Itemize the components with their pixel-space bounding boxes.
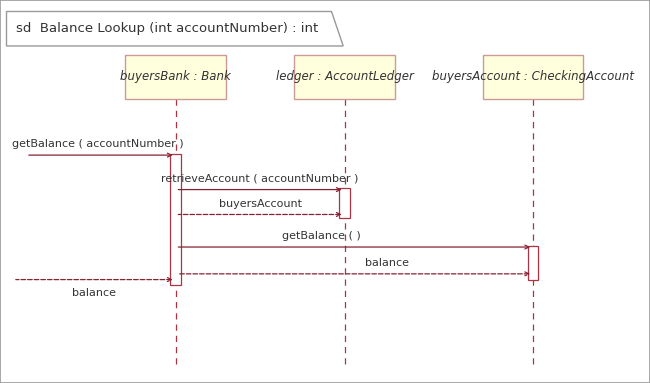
- Text: sd  Balance Lookup (int accountNumber) : int: sd Balance Lookup (int accountNumber) : …: [16, 22, 318, 35]
- Bar: [482, 54, 584, 98]
- Text: getBalance ( ): getBalance ( ): [282, 231, 361, 241]
- Text: balance: balance: [365, 258, 409, 268]
- Text: buyersBank : Bank: buyersBank : Bank: [120, 70, 231, 83]
- Bar: [294, 54, 395, 98]
- Text: balance: balance: [72, 288, 116, 298]
- Bar: [339, 188, 350, 218]
- Text: getBalance ( accountNumber ): getBalance ( accountNumber ): [12, 139, 183, 149]
- Bar: [125, 54, 226, 98]
- Text: buyersAccount : CheckingAccount: buyersAccount : CheckingAccount: [432, 70, 634, 83]
- Text: retrieveAccount ( accountNumber ): retrieveAccount ( accountNumber ): [161, 174, 359, 184]
- Bar: [528, 246, 538, 280]
- Text: buyersAccount: buyersAccount: [218, 199, 302, 209]
- Text: ledger : AccountLedger: ledger : AccountLedger: [276, 70, 413, 83]
- Bar: [170, 154, 181, 285]
- Polygon shape: [6, 11, 343, 46]
